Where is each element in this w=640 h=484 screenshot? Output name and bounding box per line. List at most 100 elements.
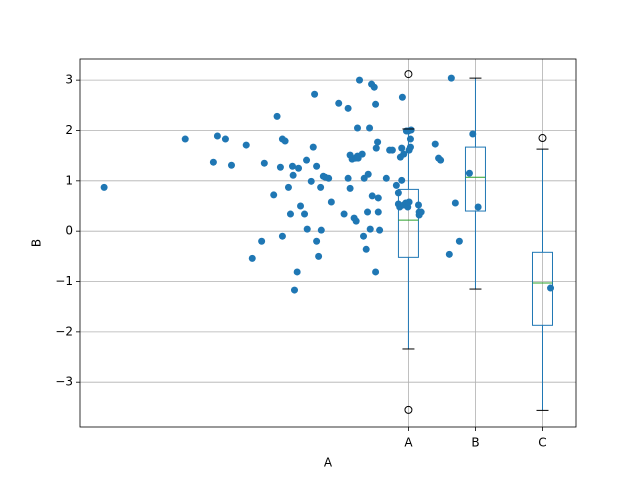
- scatter-point: [340, 210, 348, 218]
- scatter-point: [388, 146, 396, 154]
- scatter-point: [398, 144, 406, 152]
- scatter-point: [248, 254, 256, 262]
- scatter-point: [313, 162, 321, 170]
- box: [464, 146, 486, 212]
- scatter-point: [417, 208, 425, 216]
- scatter-point: [370, 83, 378, 91]
- scatter-point: [270, 191, 278, 199]
- scatter-point: [258, 237, 266, 245]
- scatter-point: [405, 198, 413, 206]
- scatter-point: [358, 150, 366, 158]
- scatter-point: [469, 130, 477, 138]
- scatter-point: [360, 232, 368, 240]
- scatter-point: [315, 252, 323, 260]
- scatter-point: [286, 210, 294, 218]
- scatter-point: [356, 76, 364, 84]
- scatter-point: [295, 164, 303, 172]
- scatter-point: [372, 144, 380, 152]
- scatter-point: [407, 126, 415, 134]
- scatter-point: [281, 137, 289, 145]
- scatter-point: [100, 183, 108, 191]
- scatter-point: [227, 161, 235, 169]
- scatter-point: [317, 183, 325, 191]
- scatter-point: [303, 225, 311, 233]
- scatter-point: [382, 174, 390, 182]
- scatter-point: [181, 135, 189, 143]
- y-tick-label: 0: [65, 224, 73, 238]
- scatter-point: [353, 124, 361, 132]
- scatter-point: [276, 163, 284, 171]
- scatter-point: [445, 250, 453, 258]
- scatter-point: [289, 171, 297, 179]
- box: [397, 188, 419, 258]
- scatter-point: [374, 138, 382, 146]
- scatter-point: [209, 158, 217, 166]
- flier: [538, 134, 547, 143]
- scatter-point: [451, 199, 459, 207]
- scatter-point: [325, 174, 333, 182]
- scatter-point: [455, 237, 463, 245]
- scatter-point: [303, 156, 311, 164]
- scatter-point: [301, 210, 309, 218]
- scatter-point: [278, 232, 286, 240]
- scatter-point: [465, 169, 473, 177]
- scatter-point: [221, 135, 229, 143]
- scatter-point: [284, 183, 292, 191]
- scatter-point: [309, 143, 317, 151]
- scatter-point: [400, 150, 408, 158]
- x-tick-label: B: [471, 436, 479, 450]
- y-tick-label: 1: [65, 173, 73, 187]
- scatter-point: [313, 237, 321, 245]
- scatter-point: [213, 132, 221, 140]
- box: [531, 251, 553, 326]
- scatter-point: [288, 162, 296, 170]
- y-axis-label: B: [30, 239, 44, 247]
- scatter-point: [366, 124, 374, 132]
- scatter-point: [344, 104, 352, 112]
- scatter-point: [290, 286, 298, 294]
- scatter-point: [293, 268, 301, 276]
- scatter-point: [368, 192, 376, 200]
- scatter-point: [307, 177, 315, 185]
- scatter-point: [374, 194, 382, 202]
- scatter-point: [242, 141, 250, 149]
- y-tick-label: −2: [55, 324, 73, 338]
- scatter-point: [398, 93, 406, 101]
- scatter-point: [431, 140, 439, 148]
- y-tick-label: 2: [65, 123, 73, 137]
- scatter-point: [374, 208, 382, 216]
- y-tick-label: 3: [65, 73, 73, 87]
- scatter-point: [364, 208, 372, 216]
- x-tick-label: A: [404, 436, 413, 450]
- scatter-point: [273, 112, 281, 120]
- scatter-point: [346, 184, 354, 192]
- scatter-point: [437, 156, 445, 164]
- scatter-point: [364, 170, 372, 178]
- scatter-point: [260, 159, 268, 167]
- scatter-point: [327, 198, 335, 206]
- scatter-point: [366, 225, 374, 233]
- y-tick-label: −1: [55, 274, 73, 288]
- scatter-point: [376, 226, 384, 234]
- y-tick-label: −3: [55, 375, 73, 389]
- scatter-point: [335, 99, 343, 107]
- scatter-point: [344, 174, 352, 182]
- scatter-point: [474, 203, 482, 211]
- scatter-point: [317, 226, 325, 234]
- scatter-point: [372, 268, 380, 276]
- scatter-point: [398, 176, 406, 184]
- scatter-point: [392, 181, 400, 189]
- scatter-point: [297, 202, 305, 210]
- flier: [404, 70, 413, 79]
- scatter-point: [447, 74, 455, 82]
- scatter-point: [311, 90, 319, 98]
- scatter-point: [372, 100, 380, 108]
- scatter-point: [362, 245, 370, 253]
- plot-frame: [79, 58, 577, 428]
- scatter-point: [352, 217, 360, 225]
- x-tick-label: C: [538, 436, 546, 450]
- x-axis-label: A: [324, 456, 333, 470]
- flier: [404, 405, 413, 414]
